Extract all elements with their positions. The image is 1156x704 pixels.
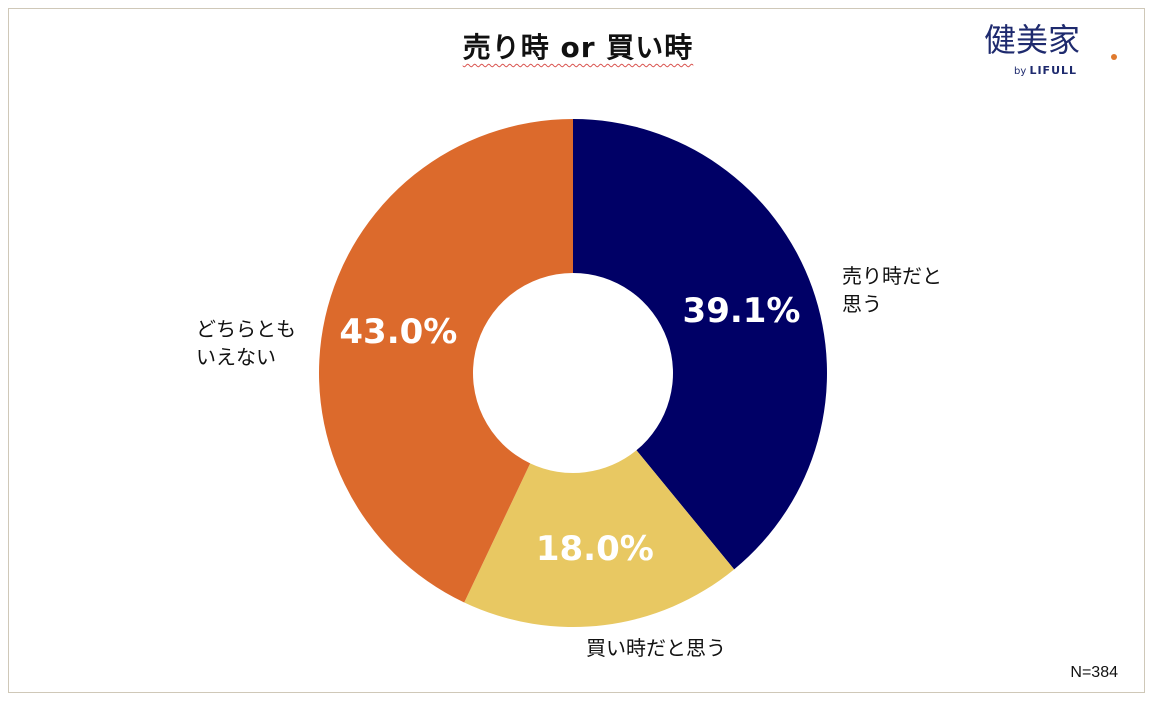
chart-title: 売り時 or 買い時 xyxy=(0,26,1156,66)
value-label-neither: 43.0% xyxy=(339,312,457,352)
chart-title-text: 売り時 or 買い時 xyxy=(462,31,694,64)
label-sell-time: 売り時だと 思う xyxy=(842,262,942,318)
value-label-buy-time: 18.0% xyxy=(536,529,654,569)
value-label-sell-time: 39.1% xyxy=(683,291,801,331)
logo-main-text: 健美家 xyxy=(984,21,1081,59)
logo-byline: by LIFULL xyxy=(1014,64,1077,77)
label-neither-line1: どちらとも xyxy=(196,317,296,341)
label-buy-time-line1: 買い時だと思う xyxy=(586,636,726,660)
label-buy-time: 買い時だと思う xyxy=(586,634,726,662)
kenbiya-logo: 健美家 by LIFULL xyxy=(984,20,1124,82)
label-sell-time-line1: 売り時だと xyxy=(842,264,942,288)
slice-sell-time xyxy=(573,119,827,570)
label-sell-time-line2: 思う xyxy=(842,292,882,316)
logo-dot xyxy=(1111,54,1117,60)
sample-size-note: N=384 xyxy=(1070,664,1118,681)
slice-buy-time xyxy=(464,450,735,627)
logo-by-text: by xyxy=(1014,66,1027,77)
slice-neither xyxy=(319,119,573,603)
label-neither-line2: いえない xyxy=(196,345,276,369)
label-neither: どちらとも いえない xyxy=(196,315,296,371)
logo-brand-text: LIFULL xyxy=(1029,64,1078,77)
